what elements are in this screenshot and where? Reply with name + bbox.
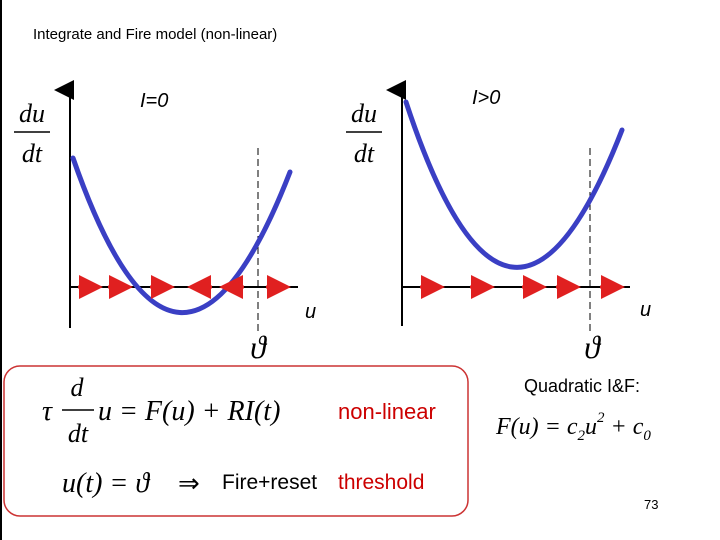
- left-quadratic-curve: [70, 155, 293, 316]
- left-panel: du dt I=0 u ϑ: [14, 80, 316, 365]
- eq2-lhs: u(t) = ϑ: [62, 468, 150, 499]
- right-quadratic-curve: [403, 99, 625, 270]
- eq1-rhs: u = F(u) + RI(t): [98, 396, 280, 427]
- quad-eq-lhs: F(u) = c: [495, 414, 578, 440]
- threshold-label: threshold: [338, 471, 424, 494]
- svg-text:F(u) = c2u2 + c0: F(u) = c2u2 + c0: [495, 410, 651, 444]
- eq1-dt: dt: [68, 419, 89, 448]
- left-threshold-symbol: ϑ: [250, 329, 268, 365]
- left-edge-line: [0, 0, 2, 540]
- quad-eq-u: u: [585, 414, 597, 440]
- equation-1: τ d dt u = F(u) + RI(t): [42, 373, 280, 448]
- quad-eq-plus: + c: [605, 414, 644, 440]
- quad-eq-sub2: 2: [578, 428, 586, 444]
- right-current-label: I>0: [472, 87, 500, 109]
- page-number: 73: [644, 497, 659, 512]
- right-threshold-symbol: ϑ: [584, 329, 602, 365]
- quadratic-label: Quadratic I&F:: [524, 376, 640, 396]
- implies-arrow: ⇒: [178, 469, 200, 499]
- quad-eq-sub0: 0: [643, 428, 651, 444]
- right-ylabel-num: du: [351, 99, 377, 128]
- right-xlabel: u: [640, 299, 651, 321]
- nonlinear-label: non-linear: [338, 399, 436, 424]
- left-ylabel-num: du: [19, 99, 45, 128]
- slide-title: Integrate and Fire model (non-linear): [33, 26, 278, 43]
- quad-eq-sup: 2: [597, 410, 605, 426]
- quadratic-equation: F(u) = c2u2 + c0: [495, 410, 651, 444]
- equation-box: [3, 365, 469, 517]
- right-ylabel-den: dt: [354, 139, 375, 168]
- fire-reset-label: Fire+reset: [222, 471, 317, 494]
- right-panel: du dt I>0 u ϑ: [346, 80, 651, 365]
- eq1-d: d: [71, 373, 85, 402]
- left-xlabel: u: [305, 301, 316, 323]
- equation-2: u(t) = ϑ ⇒: [62, 468, 200, 499]
- eq1-tau: τ: [42, 396, 53, 427]
- left-ylabel-den: dt: [22, 139, 43, 168]
- left-current-label: I=0: [140, 90, 168, 112]
